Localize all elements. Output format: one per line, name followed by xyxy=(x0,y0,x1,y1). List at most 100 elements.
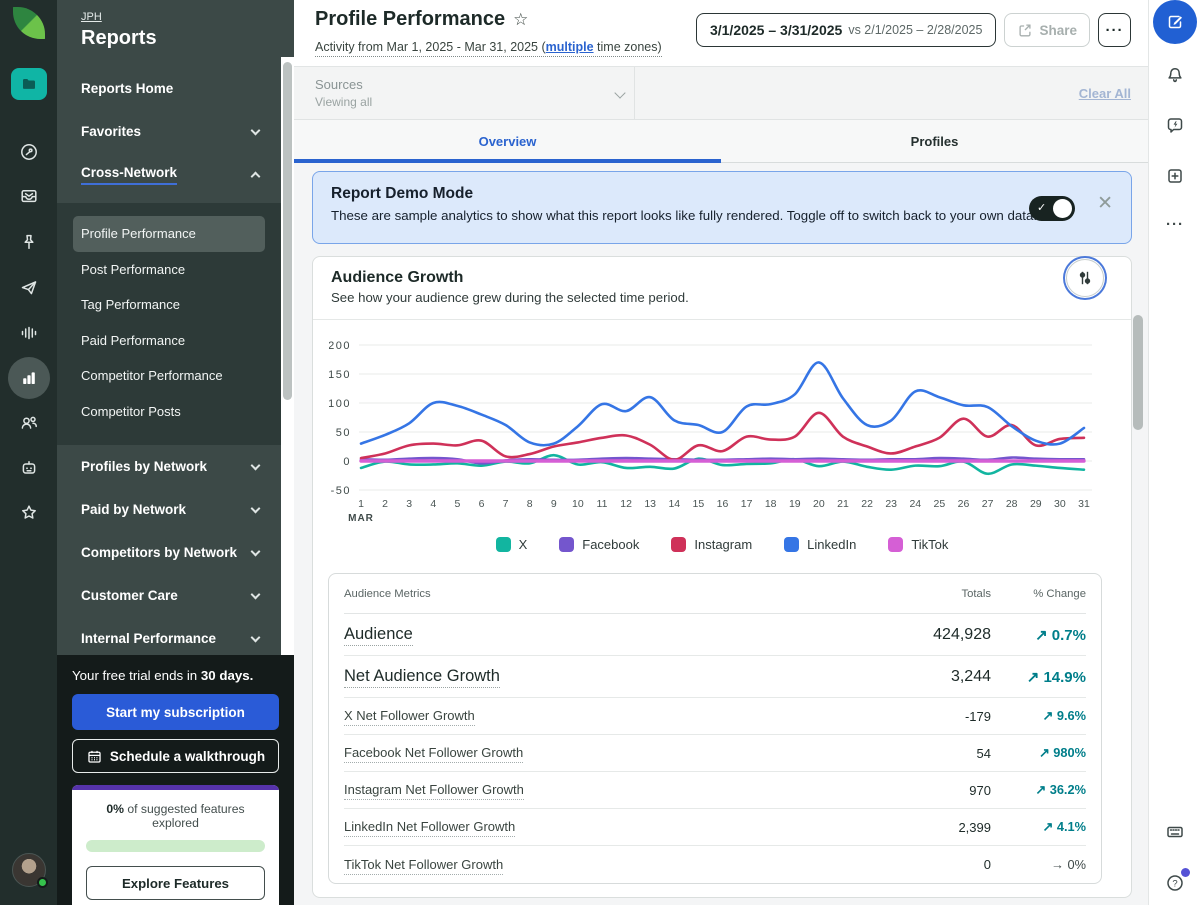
share-button[interactable]: Share xyxy=(1004,13,1090,47)
keyboard-shortcuts-icon[interactable] xyxy=(1149,822,1200,842)
metric-label[interactable]: X Net Follower Growth xyxy=(344,708,475,726)
column-header: % Change xyxy=(991,588,1086,600)
favorite-star-icon[interactable]: ☆ xyxy=(513,10,528,30)
audience-growth-chart: 200150100500-501234567891011121314151617… xyxy=(329,331,1117,531)
sidebar-section-label: Paid by Network xyxy=(81,502,186,517)
metric-label[interactable]: Instagram Net Follower Growth xyxy=(344,782,524,800)
svg-text:18: 18 xyxy=(765,498,777,510)
sidebar-section-profiles-by-network[interactable]: Profiles by Network xyxy=(57,445,281,488)
demo-mode-toggle[interactable]: ✓ xyxy=(1029,196,1075,221)
svg-text:13: 13 xyxy=(644,498,656,510)
metric-label[interactable]: Net Audience Growth xyxy=(344,667,500,688)
start-subscription-button[interactable]: Start my subscription xyxy=(72,694,279,730)
chevron-down-icon[interactable] xyxy=(614,87,625,98)
metric-total: 3,244 xyxy=(891,668,991,686)
left-rail xyxy=(0,0,57,905)
multiple-timezones-link[interactable]: multiple xyxy=(546,40,594,54)
breadcrumb[interactable]: JPH xyxy=(81,11,102,23)
sidebar-item-competitor-performance[interactable]: Competitor Performance xyxy=(73,358,265,394)
sidebar-item-paid-performance[interactable]: Paid Performance xyxy=(73,323,265,359)
more-options-button[interactable]: ··· xyxy=(1098,13,1131,47)
legend-item-instagram[interactable]: Instagram xyxy=(671,537,752,552)
sidebar-section-internal-performance[interactable]: Internal Performance xyxy=(57,617,281,660)
svg-text:19: 19 xyxy=(789,498,801,510)
legend-label: LinkedIn xyxy=(807,537,856,552)
inbox-icon[interactable] xyxy=(0,186,57,206)
sidebar-item-competitor-posts[interactable]: Competitor Posts xyxy=(73,394,265,430)
main-scrollbar-thumb[interactable] xyxy=(1133,315,1143,430)
metric-change: ↗ 36.2% xyxy=(991,782,1086,798)
close-icon[interactable]: ✕ xyxy=(1097,194,1113,213)
sidebar-item-favorites[interactable]: Favorites xyxy=(57,110,281,153)
svg-text:-50: -50 xyxy=(331,485,351,497)
metric-label[interactable]: LinkedIn Net Follower Growth xyxy=(344,819,515,837)
sidebar-scrollbar[interactable] xyxy=(281,57,294,655)
svg-text:2: 2 xyxy=(382,498,388,510)
legend-item-linkedin[interactable]: LinkedIn xyxy=(784,537,856,552)
explore-features-button[interactable]: Explore Features xyxy=(86,866,265,900)
sidebar-title: Reports xyxy=(81,27,294,50)
legend-item-facebook[interactable]: Facebook xyxy=(559,537,639,552)
sidebar-section-paid-by-network[interactable]: Paid by Network xyxy=(57,488,281,531)
clear-all-link[interactable]: Clear All xyxy=(1079,86,1131,101)
table-row: LinkedIn Net Follower Growth2,399↗ 4.1% xyxy=(344,809,1086,846)
section-subtitle: See how your audience grew during the se… xyxy=(331,290,689,305)
metric-label[interactable]: Audience xyxy=(344,625,413,646)
sidebar-scrollbar-thumb[interactable] xyxy=(283,62,292,400)
table-row: Instagram Net Follower Growth970↗ 36.2% xyxy=(344,772,1086,809)
metric-label[interactable]: TikTok Net Follower Growth xyxy=(344,857,503,875)
more-icon[interactable]: ··· xyxy=(1149,216,1200,233)
audience-growth-card: Audience Growth See how your audience gr… xyxy=(312,256,1132,898)
sidebar-item-post-performance[interactable]: Post Performance xyxy=(73,252,265,288)
legend-swatch xyxy=(559,537,574,552)
notifications-icon[interactable] xyxy=(1149,65,1200,85)
sidebar-item-label: Reports Home xyxy=(81,81,173,96)
audience-metrics-table: Audience Metrics Totals % Change Audienc… xyxy=(328,573,1102,884)
compose-button[interactable] xyxy=(1149,0,1200,44)
folder-icon[interactable] xyxy=(0,68,57,100)
help-icon[interactable]: ? xyxy=(1149,872,1200,899)
star-icon[interactable] xyxy=(0,503,57,523)
sidebar-item-cross-network[interactable]: Cross-Network xyxy=(57,153,281,196)
sources-bar: Sources Viewing all Clear All xyxy=(294,67,1148,120)
legend-swatch xyxy=(671,537,686,552)
schedule-walkthrough-button[interactable]: Schedule a walkthrough xyxy=(72,739,279,773)
legend-item-x[interactable]: X xyxy=(496,537,528,552)
metric-total: 2,399 xyxy=(891,820,991,835)
svg-text:16: 16 xyxy=(717,498,729,510)
pin-icon[interactable] xyxy=(0,232,57,252)
sidebar-section-customer-care[interactable]: Customer Care xyxy=(57,574,281,617)
toggle-knob xyxy=(1053,199,1072,218)
tab-profiles[interactable]: Profiles xyxy=(721,120,1148,162)
publish-icon[interactable] xyxy=(0,278,57,298)
reports-icon[interactable] xyxy=(0,357,57,399)
listening-icon[interactable] xyxy=(0,323,57,343)
user-avatar[interactable] xyxy=(0,853,57,887)
chevron-down-icon xyxy=(251,460,261,470)
column-header: Totals xyxy=(891,588,991,600)
chart-settings-button[interactable] xyxy=(1066,259,1104,297)
legend-label: TikTok xyxy=(911,537,948,552)
metric-label[interactable]: Facebook Net Follower Growth xyxy=(344,745,523,763)
svg-text:25: 25 xyxy=(934,498,946,510)
metric-total: 54 xyxy=(891,746,991,761)
svg-text:24: 24 xyxy=(909,498,921,510)
svg-text:31: 31 xyxy=(1078,498,1090,510)
people-icon[interactable] xyxy=(0,413,57,433)
dashboard-icon[interactable] xyxy=(0,142,57,162)
banner-body: These are sample analytics to show what … xyxy=(331,208,1113,223)
demo-mode-banner: Report Demo Mode These are sample analyt… xyxy=(312,171,1132,244)
sidebar-item-profile-performance[interactable]: Profile Performance xyxy=(73,216,265,252)
bot-icon[interactable] xyxy=(0,458,57,478)
quick-message-icon[interactable] xyxy=(1149,115,1200,135)
legend-item-tiktok[interactable]: TikTok xyxy=(888,537,948,552)
sidebar-item-tag-performance[interactable]: Tag Performance xyxy=(73,287,265,323)
trial-message: Your free trial ends in 30 days. xyxy=(72,668,279,683)
metric-change: → 0% xyxy=(991,857,1086,872)
sprout-logo-icon[interactable] xyxy=(0,7,57,39)
sidebar-section-competitors-by-network[interactable]: Competitors by Network xyxy=(57,531,281,574)
sidebar-item-reports-home[interactable]: Reports Home xyxy=(57,67,281,110)
tab-overview[interactable]: Overview xyxy=(294,120,721,162)
date-range-button[interactable]: 3/1/2025 – 3/31/2025 vs 2/1/2025 – 2/28/… xyxy=(696,13,997,47)
add-icon[interactable] xyxy=(1149,166,1200,186)
